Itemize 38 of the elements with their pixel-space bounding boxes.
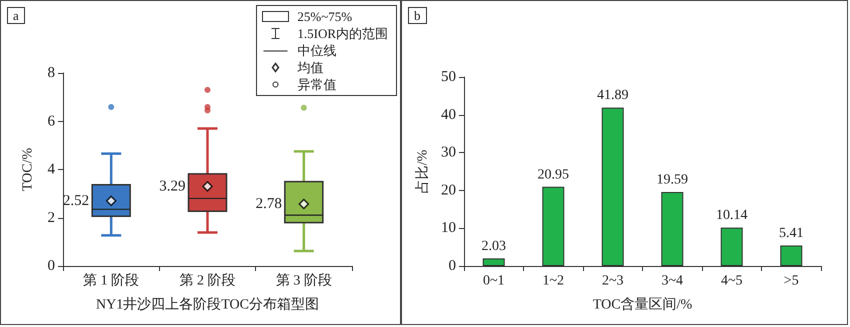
data-label: 10.14 — [716, 208, 748, 224]
y-tick-label: 2 — [48, 210, 55, 226]
data-label: 20.95 — [538, 167, 569, 182]
y-axis-title: 占比/% — [414, 149, 431, 194]
y-tick-label: 40 — [441, 106, 456, 123]
chart-title: a — [13, 8, 19, 23]
annotation: 2.78 — [256, 196, 282, 212]
data-label: 2.03 — [482, 238, 506, 254]
annotation: 2.52 — [62, 192, 90, 209]
y-axis-title: TOC/% — [20, 148, 36, 192]
x-axis-title: TOC含量区间/% — [592, 296, 692, 312]
y-tick-label: 50 — [441, 69, 456, 85]
x-tick-label: 1~2 — [542, 274, 564, 288]
x-tick-label: 第 2 阶段 — [180, 272, 236, 288]
data-label: 41.89 — [597, 88, 628, 104]
data-label: 5.41 — [779, 226, 804, 242]
x-tick-label: 0~1 — [482, 274, 505, 288]
y-tick-label: 6 — [48, 113, 56, 130]
x-axis-title: NY1井沙四上各阶段TOC分布箱型图 — [96, 296, 319, 312]
x-tick-label: 4~5 — [720, 274, 743, 288]
x-tick-label: 2~3 — [602, 274, 624, 288]
data-label: 19.59 — [656, 172, 688, 188]
y-tick-label: 20 — [441, 182, 456, 198]
y-tick-label: 10 — [441, 220, 456, 236]
legend-panel: 25%~75% 1.5IOR内的范围 中位线 均值 异常值 — [256, 5, 397, 96]
y-tick-label: 4 — [48, 162, 56, 178]
annotation: 均值 — [297, 59, 324, 76]
y-tick-label: 0 — [448, 258, 456, 274]
y-tick-label: 30 — [441, 144, 456, 161]
annotation: 异常值 — [297, 76, 336, 93]
chart-title: b — [414, 8, 420, 23]
x-tick-label: 第 3 阶段 — [276, 272, 332, 288]
x-tick-label: >5 — [784, 274, 799, 288]
x-tick-label: 第 1 阶段 — [83, 272, 140, 288]
y-tick-label: 0 — [48, 258, 55, 274]
x-tick-label: 3~4 — [661, 274, 684, 288]
y-tick-label: 8 — [48, 65, 55, 81]
annotation: 3.29 — [159, 178, 186, 194]
